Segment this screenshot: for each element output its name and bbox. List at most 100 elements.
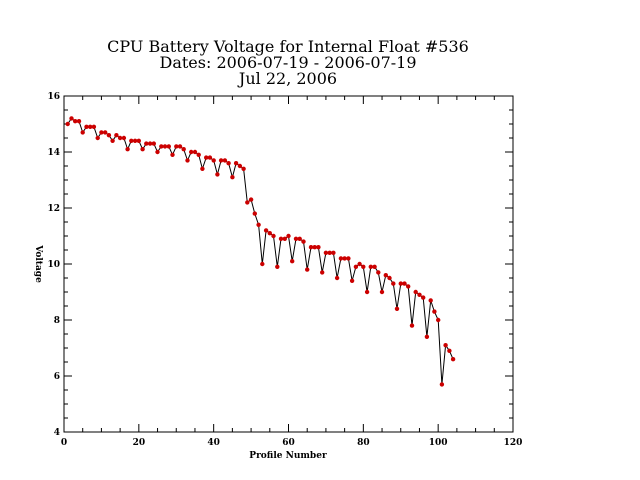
y-tick-label: 16 bbox=[47, 92, 60, 102]
data-point bbox=[282, 236, 287, 241]
data-point bbox=[69, 116, 74, 121]
data-point bbox=[76, 119, 82, 124]
data-point bbox=[301, 239, 306, 244]
data-point bbox=[297, 236, 302, 241]
data-point bbox=[166, 144, 171, 149]
data-point bbox=[450, 357, 456, 362]
data-point bbox=[215, 172, 220, 177]
chart-title: CPU Battery Voltage for Internal Float #… bbox=[107, 37, 469, 88]
data-point bbox=[402, 281, 407, 286]
data-point bbox=[323, 250, 329, 255]
data-point bbox=[88, 124, 93, 129]
data-point bbox=[211, 158, 216, 163]
data-point bbox=[170, 152, 175, 157]
data-point bbox=[387, 275, 392, 281]
data-point bbox=[409, 323, 415, 328]
x-tick-label: 100 bbox=[429, 438, 448, 448]
data-point bbox=[159, 144, 164, 149]
data-point bbox=[316, 245, 321, 250]
data-point bbox=[256, 222, 261, 227]
data-point bbox=[379, 289, 385, 295]
data-point bbox=[65, 121, 70, 127]
data-point bbox=[73, 119, 78, 124]
chart-title-line-1: CPU Battery Voltage for Internal Float #… bbox=[107, 37, 469, 56]
x-tick-label: 60 bbox=[282, 438, 295, 448]
data-point bbox=[361, 264, 366, 269]
data-point bbox=[155, 149, 160, 155]
data-point bbox=[421, 295, 426, 300]
data-point bbox=[129, 138, 134, 143]
y-tick-label: 12 bbox=[47, 204, 60, 214]
data-point bbox=[424, 334, 430, 339]
data-point bbox=[106, 133, 112, 138]
y-axis: 4 6 8 10 12 14 16 bbox=[47, 92, 513, 438]
data-point bbox=[230, 175, 235, 180]
data-point bbox=[91, 124, 97, 129]
data-point bbox=[394, 306, 400, 311]
data-point bbox=[185, 158, 190, 163]
data-point bbox=[353, 264, 359, 269]
data-point bbox=[391, 281, 396, 286]
data-point bbox=[368, 264, 373, 269]
data-point bbox=[80, 130, 85, 135]
data-point bbox=[218, 158, 224, 163]
data-point bbox=[181, 147, 186, 152]
data-point bbox=[237, 163, 243, 169]
y-tick-label: 8 bbox=[54, 316, 60, 326]
data-point bbox=[110, 138, 115, 143]
data-point bbox=[357, 261, 362, 267]
data-point bbox=[248, 197, 254, 202]
data-point bbox=[267, 231, 272, 236]
data-point bbox=[383, 273, 388, 278]
data-point bbox=[233, 161, 239, 166]
data-point bbox=[162, 144, 168, 149]
data-point bbox=[263, 228, 269, 233]
data-point bbox=[417, 292, 422, 297]
data-point bbox=[320, 270, 325, 275]
chart-title-line-2: Dates: 2006-07-19 - 2006-07-19 bbox=[159, 53, 416, 72]
data-point bbox=[338, 256, 344, 261]
data-point bbox=[312, 245, 317, 250]
data-point bbox=[447, 348, 452, 353]
data-point bbox=[342, 256, 347, 261]
data-point bbox=[174, 144, 179, 149]
data-point bbox=[376, 270, 381, 275]
data-point bbox=[428, 298, 433, 303]
data-point bbox=[293, 236, 299, 241]
data-point bbox=[95, 135, 100, 141]
x-tick-label: 0 bbox=[61, 438, 67, 448]
data-point bbox=[308, 245, 314, 250]
data-point bbox=[275, 264, 280, 269]
data-point bbox=[398, 281, 403, 286]
data-point bbox=[144, 141, 149, 146]
series-line bbox=[67, 117, 454, 385]
data-point bbox=[413, 289, 418, 295]
x-tick-label: 20 bbox=[133, 438, 146, 448]
data-point bbox=[132, 138, 138, 143]
data-point bbox=[241, 166, 246, 171]
data-point bbox=[84, 124, 89, 129]
data-point bbox=[286, 233, 291, 239]
data-point bbox=[204, 155, 209, 160]
data-point bbox=[226, 161, 231, 166]
data-point bbox=[346, 256, 351, 261]
data-point bbox=[200, 166, 205, 171]
data-point bbox=[305, 267, 310, 272]
data-point bbox=[331, 250, 336, 255]
data-point bbox=[443, 343, 448, 348]
data-point bbox=[151, 141, 156, 146]
data-point bbox=[121, 135, 127, 141]
data-point bbox=[432, 309, 437, 314]
y-axis-label: Voltage bbox=[33, 244, 43, 283]
x-axis: 0 20 40 60 80 100 120 bbox=[61, 96, 522, 448]
y-tick-label: 14 bbox=[47, 148, 60, 158]
data-point bbox=[372, 264, 377, 269]
data-point bbox=[207, 155, 213, 160]
x-axis-label: Profile Number bbox=[249, 451, 327, 461]
data-point bbox=[99, 130, 104, 135]
data-point bbox=[147, 141, 153, 146]
data-point bbox=[177, 144, 183, 149]
data-point bbox=[406, 284, 411, 289]
data-point bbox=[245, 200, 250, 205]
